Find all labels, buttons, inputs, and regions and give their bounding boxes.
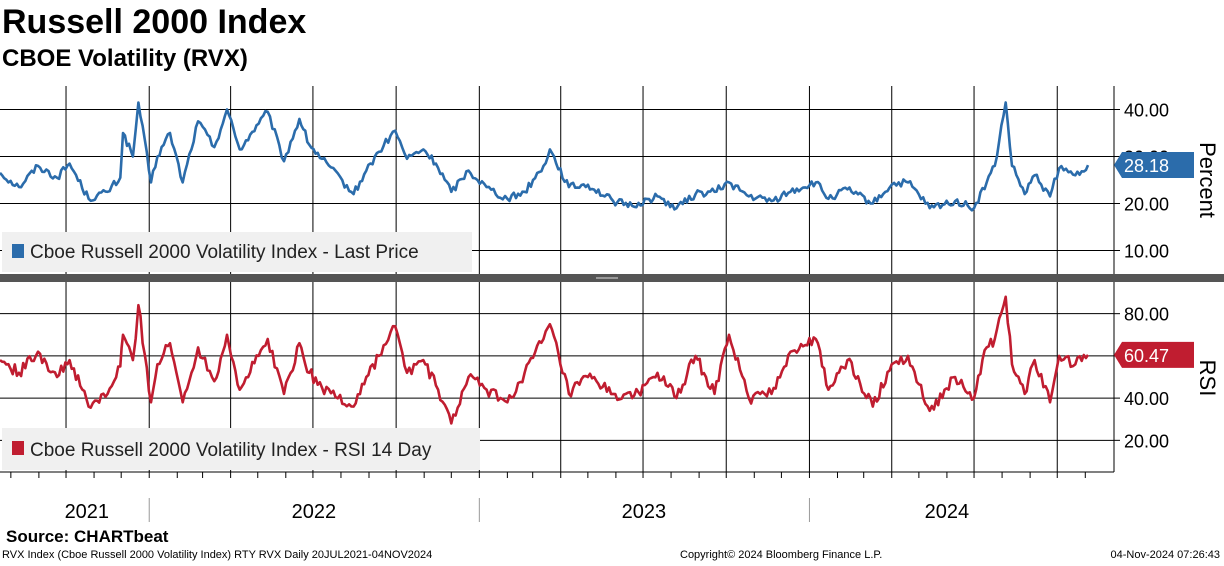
year-label-1: 2022 — [292, 501, 337, 523]
bottom-legend-swatch — [12, 441, 24, 455]
bottom-panel-grid — [0, 313, 1114, 441]
bottom-legend-box — [2, 428, 480, 470]
top-legend: Cboe Russell 2000 Volatility Index - Las… — [2, 232, 472, 272]
top-legend-swatch — [12, 244, 24, 258]
panel1-ytick-label-0: 20.00 — [1124, 431, 1169, 451]
year-label-2: 2023 — [622, 501, 667, 523]
series-lines — [0, 101, 1090, 425]
last-price-tag-text: 28.18 — [1124, 156, 1169, 176]
panel1-ytick-label-1: 40.00 — [1124, 389, 1169, 409]
panel0-ytick-label-1: 20.00 — [1124, 195, 1169, 215]
footer-timestamp: 04-Nov-2024 07:26:43 — [1110, 549, 1220, 561]
chart-subtitle: CBOE Volatility (RVX) — [2, 45, 248, 72]
top-panel-grid — [0, 109, 1114, 251]
top-legend-box — [2, 232, 472, 272]
top-legend-label: Cboe Russell 2000 Volatility Index - Las… — [30, 242, 419, 263]
last-rsi-tag-text: 60.47 — [1124, 346, 1169, 366]
x-axis: 2021 2022 2023 2024 — [10, 472, 1086, 523]
last-price-tag: 28.18 — [1114, 152, 1194, 179]
source-note: Source: CHARTbeat — [6, 527, 169, 546]
rsi-series-line — [0, 295, 1090, 425]
footer-description: RVX Index (Cboe Russell 2000 Volatility … — [2, 549, 433, 561]
panel1-ytick-label-3: 80.00 — [1124, 305, 1169, 325]
bottom-legend: Cboe Russell 2000 Volatility Index - RSI… — [2, 428, 480, 470]
last-price-tag-shape — [1114, 152, 1194, 179]
last-rsi-tag: 60.47 — [1114, 341, 1194, 368]
chart-title: Russell 2000 Index — [2, 3, 307, 41]
price-series-line — [0, 101, 1090, 212]
year-label-3: 2024 — [925, 501, 970, 523]
bottom-axis-title: RSI — [1195, 360, 1220, 397]
top-axis-title: Percent — [1195, 142, 1220, 218]
bottom-legend-label: Cboe Russell 2000 Volatility Index - RSI… — [30, 440, 432, 461]
footer-copyright: Copyright© 2024 Bloomberg Finance L.P. — [680, 549, 883, 561]
year-label-0: 2021 — [65, 501, 110, 523]
divider-grip[interactable] — [596, 277, 618, 279]
panel0-ytick-label-3: 40.00 — [1124, 101, 1169, 121]
panel0-ytick-label-0: 10.00 — [1124, 242, 1169, 262]
last-rsi-tag-shape — [1114, 341, 1194, 368]
